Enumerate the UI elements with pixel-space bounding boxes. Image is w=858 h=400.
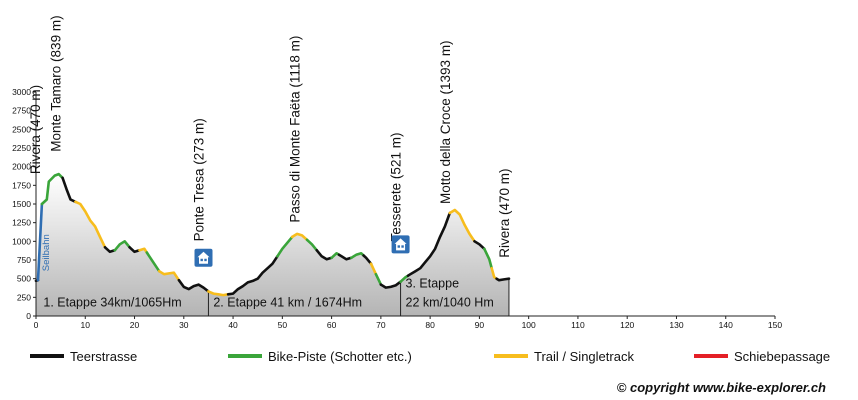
- x-tick-label: 70: [376, 320, 386, 330]
- x-tick-label: 90: [475, 320, 485, 330]
- stage-label: 3. Etappe: [406, 277, 460, 291]
- x-tick-label: 0: [34, 320, 39, 330]
- legend-swatch-trail: [494, 354, 528, 358]
- profile-segment-teerstrasse: [406, 211, 452, 277]
- stage-label: 1. Etappe 34km/1065Hm: [43, 295, 181, 309]
- hut-icon-window: [401, 245, 404, 248]
- profile-segment-bike-piste: [350, 252, 365, 260]
- point-label: Rivera (470 m): [28, 85, 43, 174]
- profile-segment-teerstrasse: [128, 246, 141, 254]
- legend-label-bike-piste: Bike-Piste (Schotter etc.): [268, 348, 412, 364]
- x-tick-label: 50: [278, 320, 288, 330]
- legend-swatch-bike-piste: [228, 354, 262, 358]
- profile-segment-teerstrasse: [473, 240, 486, 251]
- profile-segment-trail: [448, 208, 476, 243]
- profile-segment-bike-piste: [374, 272, 383, 286]
- stage-label: 22 km/1040 Hm: [406, 295, 494, 309]
- legend: Teerstrasse Bike-Piste (Schotter etc.) T…: [0, 346, 858, 366]
- profile-segment-teerstrasse: [362, 254, 373, 265]
- profile-segment-trail: [74, 200, 107, 249]
- y-tick-label: 2250: [12, 143, 31, 153]
- point-label: Monte Tamaro (839 m): [49, 15, 64, 151]
- profile-segment-bahn: [36, 202, 44, 282]
- profile-segment-teerstrasse: [103, 246, 117, 254]
- legend-swatch-teerstrasse: [30, 354, 64, 358]
- elevation-profile-chart: 0250500750100012501500175020002250250027…: [12, 15, 782, 330]
- y-tick-label: 0: [26, 311, 31, 321]
- profile-segment-trail: [157, 269, 181, 282]
- point-label: Passo di Monte Faëta (1118 m): [288, 36, 303, 223]
- y-tick-label: 2750: [12, 106, 31, 116]
- hut-icon-window: [204, 258, 207, 262]
- y-tick-label: 3000: [12, 87, 31, 97]
- legend-item-teerstrasse: Teerstrasse: [30, 346, 137, 366]
- seilbahn-label: Seilbahn: [41, 234, 52, 271]
- point-label: Motto della Croce (1393 m): [438, 40, 453, 204]
- x-tick-label: 60: [327, 320, 337, 330]
- legend-item-trail: Trail / Singletrack: [494, 346, 634, 366]
- point-label: Rivera (470 m): [497, 168, 512, 257]
- x-tick-label: 140: [719, 320, 733, 330]
- profile-segment-trail: [207, 290, 230, 297]
- profile-segment-teerstrasse: [379, 280, 402, 289]
- profile-segment-teerstrasse: [226, 255, 279, 296]
- legend-label-teerstrasse: Teerstrasse: [70, 348, 138, 364]
- x-tick-label: 110: [571, 320, 585, 330]
- stage-label: 2. Etappe 41 km / 1674Hm: [213, 295, 362, 309]
- profile-segment-bike-piste: [276, 235, 294, 258]
- profile-segment-trail: [369, 262, 378, 276]
- legend-item-schiebepassage: Schiebepassage: [694, 346, 830, 366]
- profile-segment-bike-piste: [305, 238, 319, 252]
- y-tick-label: 1500: [12, 199, 31, 209]
- profile-segment-teerstrasse: [315, 249, 333, 261]
- profile-area: [36, 174, 509, 316]
- profile-segment-teerstrasse: [495, 277, 511, 282]
- hut-icon-window: [397, 245, 400, 248]
- x-tick-label: 30: [179, 320, 189, 330]
- legend-label-schiebepassage: Schiebepassage: [734, 348, 831, 364]
- copyright-text: © copyright www.bike-explorer.ch: [616, 380, 826, 395]
- x-tick-label: 100: [522, 320, 536, 330]
- y-tick-label: 250: [17, 292, 31, 302]
- legend-item-bike-piste: Bike-Piste (Schotter etc.): [228, 346, 412, 366]
- profile-segment-trail: [290, 232, 309, 242]
- y-tick-label: 2000: [12, 162, 31, 172]
- point-label: Tesserete (521 m): [389, 133, 404, 242]
- x-tick-label: 10: [81, 320, 91, 330]
- y-tick-label: 1750: [12, 180, 31, 190]
- y-tick-label: 500: [17, 274, 31, 284]
- profile-segment-teerstrasse: [337, 253, 353, 261]
- x-tick-label: 80: [425, 320, 435, 330]
- legend-swatch-schiebepassage: [694, 354, 728, 358]
- profile-segment-bike-piste: [145, 251, 161, 273]
- x-tick-label: 120: [620, 320, 634, 330]
- profile-segment-teerstrasse: [177, 278, 210, 293]
- y-tick-label: 1250: [12, 218, 31, 228]
- x-tick-label: 150: [768, 320, 782, 330]
- legend-label-trail: Trail / Singletrack: [534, 348, 634, 364]
- profile-segment-teerstrasse: [61, 176, 77, 204]
- y-tick-label: 750: [17, 255, 31, 265]
- profile-segment-bike-piste: [483, 247, 493, 270]
- profile-segment-trail: [138, 247, 149, 254]
- x-tick-label: 40: [228, 320, 238, 330]
- x-tick-label: 130: [669, 320, 683, 330]
- x-tick-label: 20: [130, 320, 140, 330]
- y-tick-label: 1000: [12, 236, 31, 246]
- point-label: Ponte Tresa (273 m): [192, 118, 207, 241]
- hut-icon-window: [200, 258, 203, 262]
- profile-segment-bike-piste: [113, 240, 131, 252]
- profile-segment-bike-piste: [40, 172, 64, 206]
- y-tick-label: 2500: [12, 124, 31, 134]
